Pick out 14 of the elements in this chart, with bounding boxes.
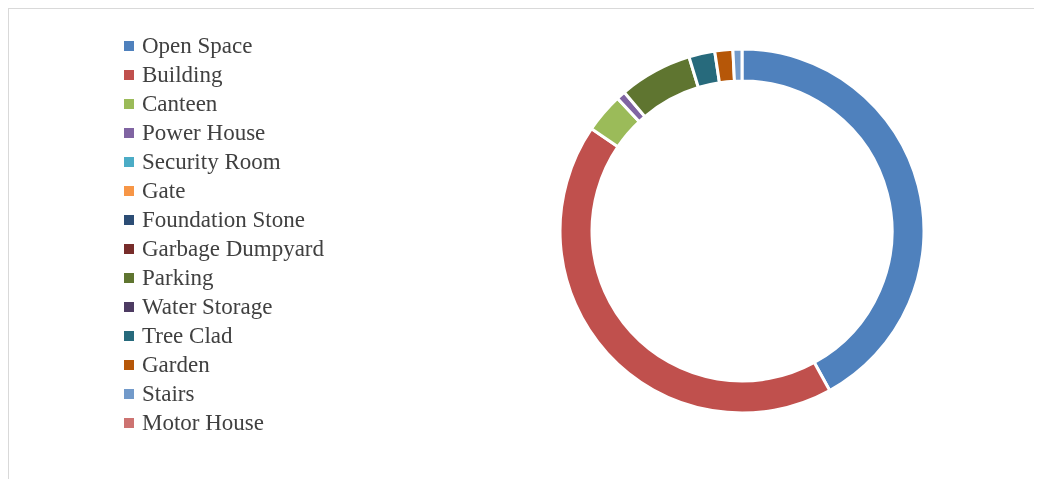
legend-label: Canteen (142, 90, 218, 117)
legend-label: Security Room (142, 148, 281, 175)
legend-label: Building (142, 61, 223, 88)
legend-label: Stairs (142, 380, 195, 407)
legend-label: Open Space (142, 32, 253, 59)
legend-label: Garbage Dumpyard (142, 235, 325, 262)
legend-label: Tree Clad (142, 322, 233, 349)
legend-label: Gate (142, 177, 186, 204)
legend-label: Water Storage (142, 293, 273, 320)
legend-label: Motor House (142, 409, 265, 436)
legend-label: Foundation Stone (142, 206, 305, 233)
legend-label: Parking (142, 264, 214, 291)
legend-label: Garden (142, 351, 210, 378)
legend-label: Power House (142, 119, 266, 146)
